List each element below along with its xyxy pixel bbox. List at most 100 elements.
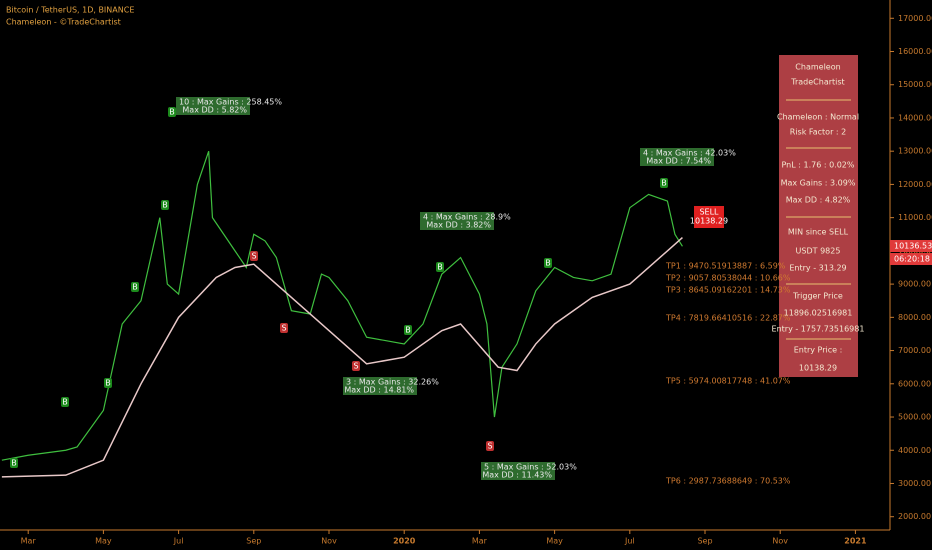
- signal-marker: [10, 458, 18, 468]
- signal-label: B: [545, 259, 551, 268]
- annotation-line: Max DD : 3.82%: [426, 221, 491, 230]
- y-tick-label: 15000.00: [898, 80, 932, 89]
- signal-marker: [168, 107, 176, 117]
- panel-text: Entry - 313.29: [789, 264, 846, 273]
- price-line: [1, 150, 683, 461]
- panel-text: 10138.29: [799, 364, 837, 373]
- panel-text: TradeChartist: [790, 78, 844, 87]
- annotation-line: Max DD : 7.54%: [646, 157, 711, 166]
- y-tick-label: 9000.00: [898, 280, 931, 289]
- y-tick-label: 11000.00: [898, 213, 932, 222]
- signal-marker: [131, 282, 139, 292]
- signal-label: B: [169, 108, 175, 117]
- last-price-box: [890, 240, 932, 252]
- y-tick-label: 12000.00: [898, 180, 932, 189]
- annotation-line: 5 : Max Gains : 52.03%: [484, 463, 577, 472]
- annotation-line: Max DD : 11.43%: [482, 471, 552, 480]
- panel-text: Entry Price :: [794, 346, 843, 355]
- y-tick-label: 4000.00: [898, 446, 931, 455]
- signal-marker: [544, 258, 552, 268]
- signal-marker: [280, 323, 288, 333]
- panel-text: Max DD : 4.82%: [786, 196, 851, 205]
- panel-text: MIN since SELL: [788, 228, 849, 237]
- signal-marker: [660, 178, 668, 188]
- signal-marker: [161, 200, 169, 210]
- annotation-line: Max DD : 14.81%: [344, 386, 414, 395]
- signal-label: B: [661, 179, 667, 188]
- x-tick-label: Nov: [772, 537, 788, 546]
- target-label: TP6 : 2987.73688649 : 70.53%: [665, 477, 791, 486]
- x-tick-label: Sep: [246, 537, 261, 546]
- x-tick-label: May: [95, 537, 112, 546]
- panel-text: Chameleon : Normal: [777, 113, 859, 122]
- annotation-line: 3 : Max Gains : 32.26%: [346, 378, 439, 387]
- signal-marker: [250, 251, 258, 261]
- signal-label: B: [162, 201, 168, 210]
- entry-tag-text: SELL: [699, 208, 719, 217]
- y-tick-label: 13000.00: [898, 147, 932, 156]
- signal-label: B: [437, 263, 443, 272]
- annotation-box: [481, 462, 555, 480]
- support-line: [1, 237, 683, 478]
- y-tick-label: 17000.00: [898, 14, 932, 23]
- entry-tag: [694, 206, 724, 228]
- x-tick-label: Sep: [697, 537, 712, 546]
- signal-marker: [104, 378, 112, 388]
- signal-label: B: [11, 459, 17, 468]
- annotation-box: [343, 377, 417, 395]
- y-tick-label: 6000.00: [898, 379, 931, 388]
- countdown-box: [890, 253, 932, 265]
- target-label: TP4 : 7819.66410516 : 22.87%: [665, 314, 791, 323]
- annotation-line: 4 : Max Gains : 28.9%: [423, 213, 511, 222]
- x-tick-label: Jul: [624, 537, 635, 546]
- target-label: TP1 : 9470.51913887 : 6.59%: [665, 262, 786, 271]
- y-tick-label: 7000.00: [898, 346, 931, 355]
- x-tick-label: Mar: [21, 537, 37, 546]
- x-tick-label: 2020: [393, 537, 416, 546]
- y-tick-label: 5000.00: [898, 413, 931, 422]
- signal-label: S: [487, 442, 492, 451]
- chart-title: Bitcoin / TetherUS, 1D, BINANCE: [6, 6, 134, 15]
- signal-label: B: [132, 283, 138, 292]
- y-tick-label: 14000.00: [898, 113, 932, 122]
- annotation-line: 4 : Max Gains : 42.03%: [643, 149, 736, 158]
- panel-text: Max Gains : 3.09%: [781, 179, 856, 188]
- x-tick-label: Jul: [173, 537, 184, 546]
- panel-text: PnL : 1.76 : 0.02%: [782, 161, 855, 170]
- annotation-box: [640, 148, 714, 166]
- entry-tag-text: 10138.29: [690, 217, 728, 226]
- signal-label: B: [405, 326, 411, 335]
- signal-marker: [436, 262, 444, 272]
- signal-label: B: [105, 379, 111, 388]
- target-label: TP2 : 9057.80538044 : 10.66%: [665, 274, 791, 283]
- info-panel: [779, 55, 858, 377]
- annotation-box: [420, 212, 494, 230]
- x-tick-label: 2021: [844, 537, 867, 546]
- target-label: TP5 : 5974.00817748 : 41.07%: [665, 377, 791, 386]
- panel-text: Chameleon: [795, 63, 840, 72]
- signal-marker: [404, 325, 412, 335]
- last-price: 10136.53: [894, 242, 932, 251]
- annotation-line: Max DD : 5.82%: [182, 106, 247, 115]
- signal-marker: [486, 441, 494, 451]
- chart-subtitle: Chameleon - ©TradeChartist: [6, 18, 121, 27]
- panel-text: USDT 9825: [796, 247, 841, 256]
- signal-label: B: [62, 398, 68, 407]
- annotation-box: [176, 97, 250, 115]
- signal-label: S: [251, 252, 256, 261]
- y-tick-label: 16000.00: [898, 47, 932, 56]
- target-label: TP3 : 8645.09162201 : 14.73%: [665, 286, 791, 295]
- panel-text: Entry - 1757.73516981: [772, 325, 865, 334]
- y-tick-label: 8000.00: [898, 313, 931, 322]
- x-tick-label: Mar: [472, 537, 488, 546]
- x-tick-label: May: [546, 537, 563, 546]
- countdown: 06:20:18: [894, 255, 930, 264]
- y-tick-label: 3000.00: [898, 479, 931, 488]
- signal-marker: [61, 397, 69, 407]
- signal-marker: [352, 361, 360, 371]
- y-tick-label: 2000.00: [898, 512, 931, 521]
- panel-text: Trigger Price: [792, 292, 843, 301]
